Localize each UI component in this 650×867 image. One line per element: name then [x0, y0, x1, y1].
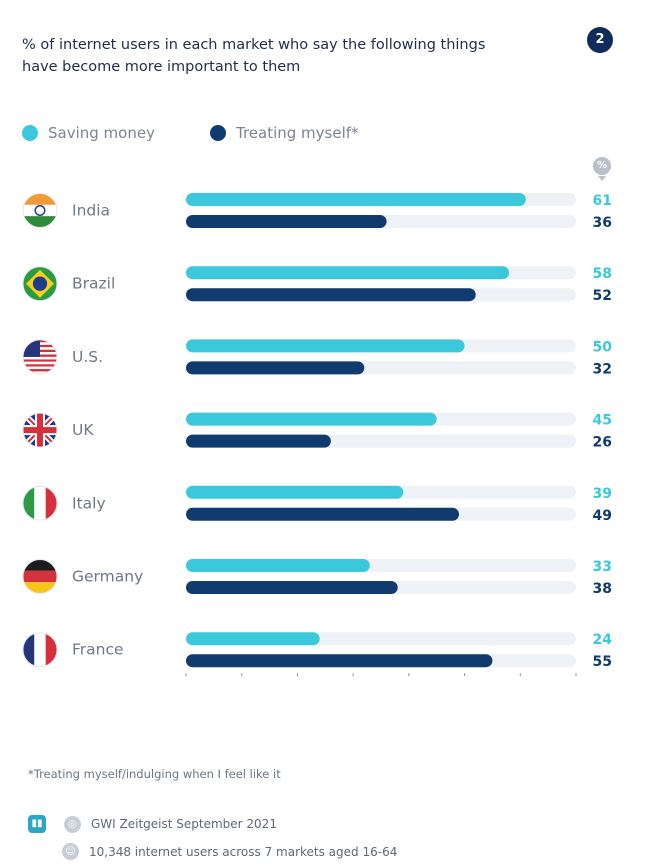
legend-swatch-saving	[22, 125, 38, 141]
germany-flag-icon	[22, 559, 58, 594]
value-label-treating: 49	[593, 508, 612, 524]
value-label-saving: 58	[593, 266, 612, 282]
chart-icon: ▮▮	[28, 815, 46, 833]
value-label-treating: 38	[593, 581, 612, 597]
bar-treating	[186, 434, 331, 448]
bar-saving	[186, 412, 437, 426]
country-label: Italy	[72, 494, 106, 512]
country-label: Germany	[72, 568, 143, 586]
bar-saving	[186, 266, 510, 280]
globe-icon: ◎	[64, 815, 81, 833]
country-label: UK	[72, 421, 94, 439]
value-label-treating: 55	[593, 654, 612, 670]
sample-text: 10,348 internet users across 7 markets a…	[89, 844, 398, 859]
percent-icon: %	[593, 157, 611, 175]
bar-treating	[186, 654, 493, 668]
value-label-saving: 33	[593, 559, 612, 575]
source-text: GWI Zeitgeist September 2021	[91, 817, 277, 831]
legend-swatch-treating	[210, 125, 226, 141]
value-label-saving: 61	[593, 193, 612, 209]
brazil-flag-icon	[22, 266, 58, 302]
uk-flag-icon	[22, 412, 58, 448]
country-label: Brazil	[72, 275, 115, 293]
india-flag-icon	[22, 193, 58, 228]
bar-treating	[186, 215, 387, 228]
bar-treating	[186, 507, 459, 521]
bar-treating	[186, 288, 476, 302]
value-label-saving: 45	[593, 413, 612, 429]
value-label-saving: 24	[593, 632, 613, 648]
bar-saving	[186, 485, 404, 499]
chart-title: % of internet users in each market who s…	[22, 37, 486, 75]
italy-flag-icon	[22, 485, 58, 521]
bar-chart: India 61 36 Brazil 58 52 U.S. 50 32 UK 45 26 Italy 39…	[22, 193, 613, 677]
country-label: France	[72, 641, 124, 659]
legend-label-treating: Treating myself*	[236, 124, 359, 142]
france-flag-icon	[22, 632, 58, 668]
country-label: India	[72, 202, 110, 220]
footnote: *Treating myself/indulging when I feel l…	[28, 767, 281, 781]
legend-item-saving: Saving money	[22, 124, 155, 142]
source-line: ▮▮ ◎ GWI Zeitgeist September 2021	[28, 815, 277, 833]
value-label-treating: 52	[593, 288, 612, 304]
legend-label-saving: Saving money	[48, 124, 155, 142]
bar-saving	[186, 339, 465, 353]
users-icon: ☺	[62, 843, 79, 860]
bar-saving	[186, 193, 526, 206]
value-label-treating: 26	[593, 435, 612, 451]
value-label-treating: 36	[593, 215, 612, 231]
bar-treating	[186, 581, 398, 594]
bar-saving	[186, 559, 370, 572]
value-label-treating: 32	[593, 361, 612, 377]
value-label-saving: 39	[593, 486, 612, 502]
us-flag-icon	[22, 339, 58, 375]
value-label-saving: 50	[593, 339, 613, 355]
sample-line: ☺ 10,348 internet users across 7 markets…	[62, 843, 397, 860]
caret-down-icon	[598, 176, 606, 181]
chart-number-badge: 2	[587, 27, 613, 53]
bar-treating	[186, 361, 365, 375]
country-label: U.S.	[72, 348, 103, 366]
bar-saving	[186, 632, 320, 646]
legend-item-treating: Treating myself*	[210, 124, 359, 142]
